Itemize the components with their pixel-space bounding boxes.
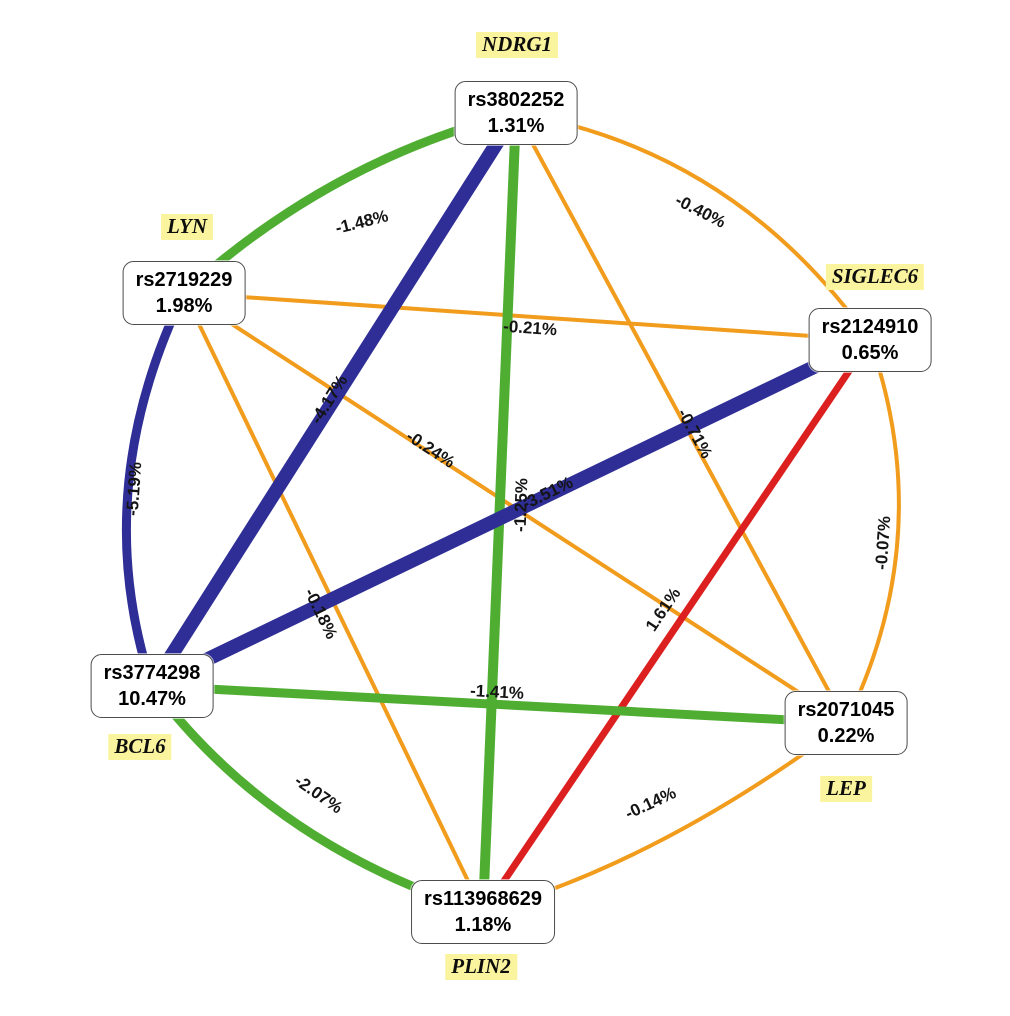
edge-LEP-PLIN2	[481, 721, 848, 914]
edge-label-NDRG1-SIGLEC6: -0.40%	[672, 190, 729, 231]
edge-label-LYN-NDRG1: -1.48%	[333, 206, 390, 237]
edge-NDRG1-LEP	[514, 111, 848, 725]
edge-label-SIGLEC6-LEP: -0.07%	[872, 515, 895, 570]
edge-label-LYN-LEP: -0.24%	[403, 427, 459, 472]
edge-label-LYN-BCL6: -5.19%	[123, 461, 146, 516]
edge-SIGLEC6-LEP	[844, 338, 901, 725]
edge-LYN-BCL6	[121, 288, 189, 691]
edge-NDRG1-SIGLEC6	[514, 111, 872, 342]
edge-label-LYN-SIGLEC6: -0.21%	[503, 317, 558, 340]
edge-NDRG1-BCL6	[145, 106, 523, 693]
edge-label-NDRG1-PLIN2: -1.25%	[511, 478, 532, 533]
edge-BCL6-LEP	[147, 681, 851, 728]
edge-LYN-SIGLEC6	[182, 291, 872, 342]
edge-SIGLEC6-BCL6	[145, 333, 877, 693]
edge-SIGLEC6-PLIN2	[479, 336, 874, 916]
edge-label-BCL6-LEP: -1.41%	[470, 681, 525, 703]
edge-label-LEP-PLIN2: -0.14%	[622, 783, 679, 823]
edge-label-BCL6-PLIN2: -2.07%	[291, 771, 346, 817]
